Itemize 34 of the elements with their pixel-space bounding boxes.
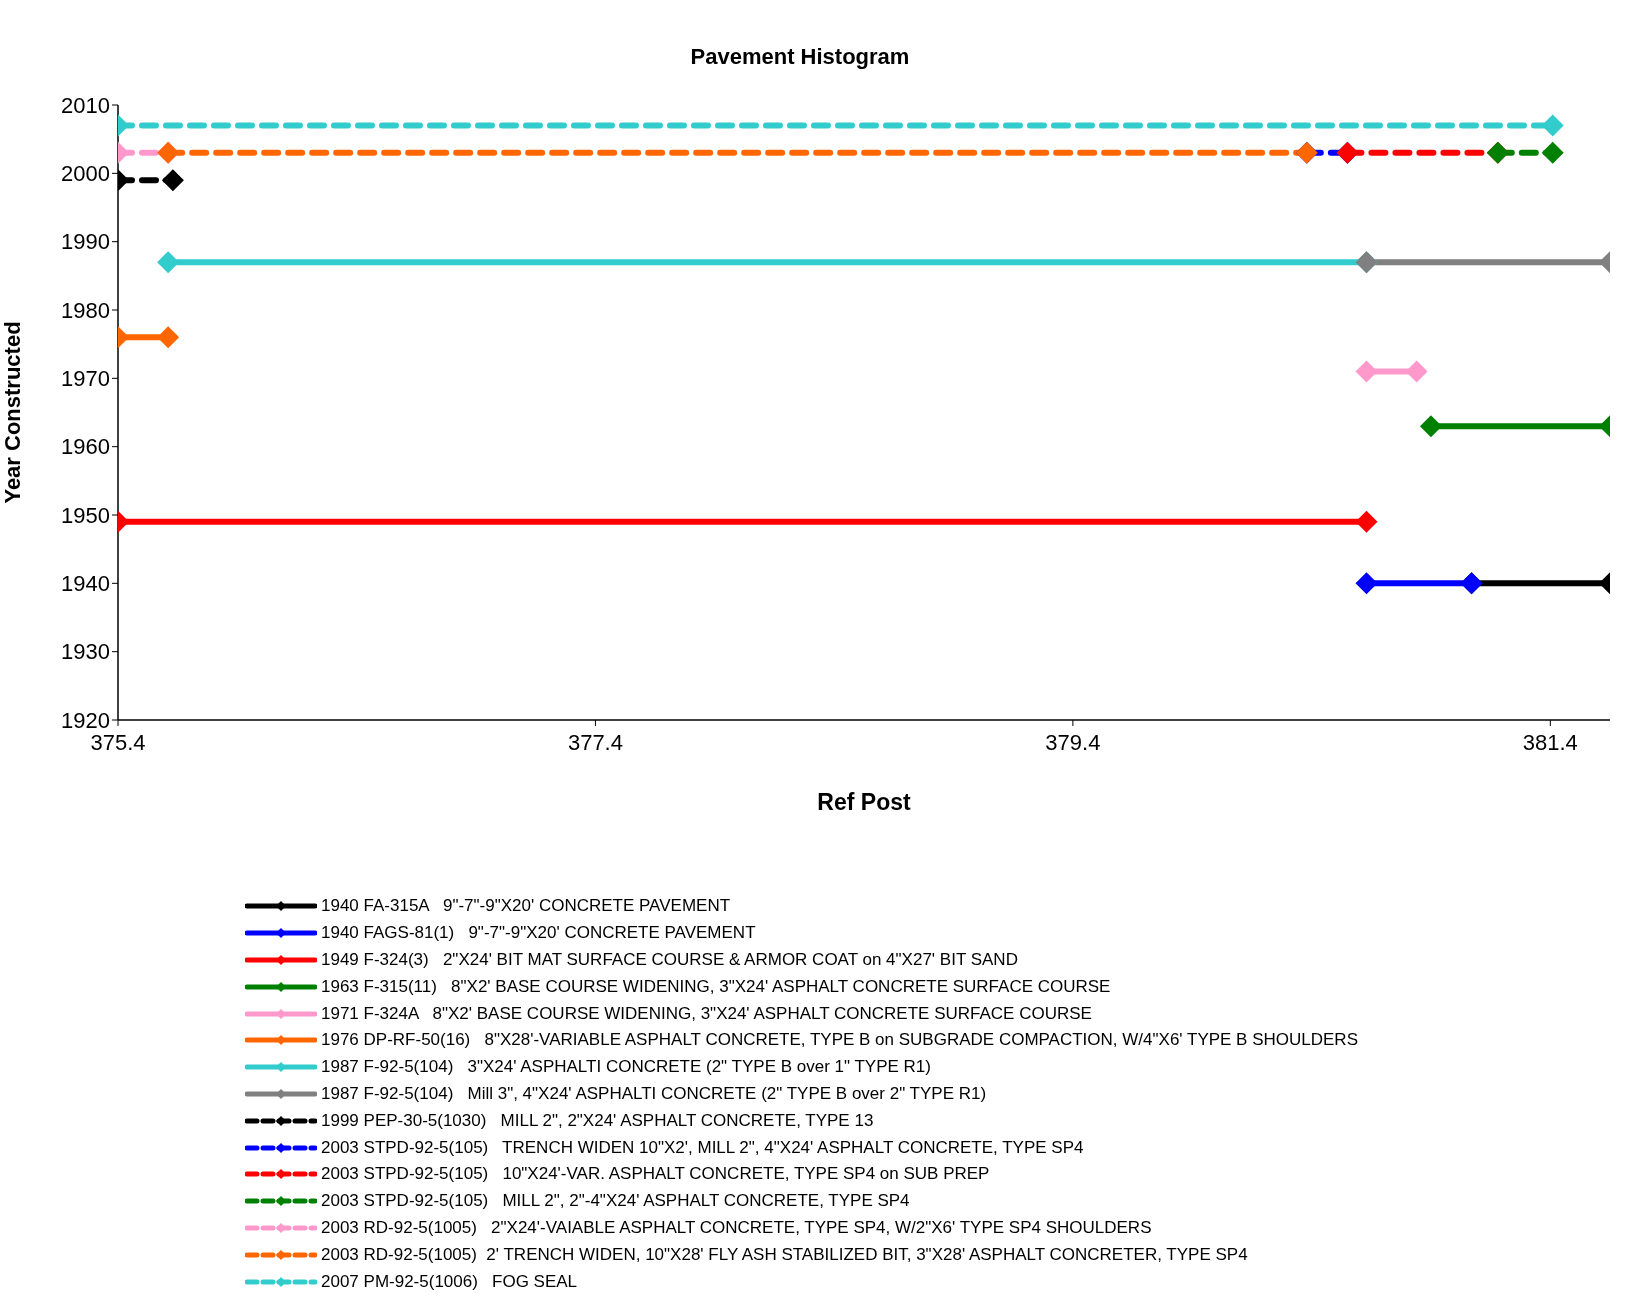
legend-label: 1987 F-92-5(104) 3"X24' ASPHALTI CONCRETE (2" TYPE B over 1" TYPE R1) [321, 1057, 931, 1078]
legend-label: 2007 PM-92-5(1006) FOG SEAL [321, 1271, 578, 1292]
y-tick-label: 2010 [61, 92, 110, 118]
legend-label: 1999 PEP-30-5(1030) MILL 2", 2"X24' ASPHALT CONCRETE, TYPE 13 [321, 1110, 874, 1131]
point [1541, 141, 1564, 164]
y-tick-label: 1990 [61, 229, 110, 255]
legend-label: 1940 FAGS-81(1) 9"-7"-9"X20' CONCRETE PAVEMENT [321, 923, 756, 944]
legend-label: 1976 DP-RF-50(16) 8"X28'-VARIABLE ASPHALT CONCRETE, TYPE B on SUBGRADE COMPACTION, W/4"X6' TYPE B SHOULDERS [321, 1030, 1358, 1051]
legend-label: 2003 STPD-92-5(105) MILL 2", 2"-4"X24' ASPHALT CONCRETE, TYPE SP4 [321, 1191, 910, 1212]
point [1355, 572, 1378, 595]
y-tick-label: 1960 [61, 434, 110, 460]
legend-label: 1987 F-92-5(104) Mill 3", 4"X24' ASPHALTI CONCRETE (2" TYPE B over 2" TYPE R1) [321, 1083, 987, 1104]
legend-label: 1963 F-315(11) 8"X2' BASE COURSE WIDENING, 3"X24' ASPHALT CONCRETE SURFACE COURSE [321, 976, 1111, 997]
y-tick-label: 1950 [61, 502, 110, 528]
point [1355, 360, 1378, 383]
y-tick-label: 1940 [61, 571, 110, 597]
legend-label: 2003 RD-92-5(1005) 2"X24'-VAIABLE ASPHALT CONCRETE, TYPE SP4, W/2"X6' TYPE SP4 SHOULDERS [321, 1217, 1152, 1238]
chart-title: Pavement Histogram [690, 44, 910, 69]
y-tick-label: 1930 [61, 639, 110, 665]
legend-label: 1949 F-324(3) 2"X24' BIT MAT SURFACE COURSE & ARMOR COAT on 4"X27' BIT SAND [321, 949, 1018, 970]
legend-label: 1940 FA-315A 9"-7"-9"X20' CONCRETE PAVEMENT [321, 896, 731, 917]
point [1405, 360, 1428, 383]
x-tick-label: 377.4 [567, 729, 623, 755]
legend-label: 2003 RD-92-5(1005) 2' TRENCH WIDEN, 10"X28' FLY ASH STABILIZED BIT, 3"X28' ASPHALT CONCRETER, TYPE SP4 [321, 1244, 1248, 1265]
y-tick-label: 2000 [61, 161, 110, 187]
y-axis-title: Year Constructed [0, 321, 25, 504]
y-tick-label: 1980 [61, 297, 110, 323]
legend-label: 2003 STPD-92-5(105) TRENCH WIDEN 10"X2', MILL 2", 4"X24' ASPHALT CONCRETE, TYPE SP4 [321, 1137, 1084, 1158]
x-axis-title: Ref Post [817, 789, 911, 815]
x-tick-label: 379.4 [1045, 729, 1101, 755]
legend-label: 2003 STPD-92-5(105) 10"X24'-VAR. ASPHALT CONCRETE, TYPE SP4 on SUB PREP [321, 1164, 990, 1185]
x-tick-label: 381.4 [1522, 729, 1578, 755]
y-tick-label: 1970 [61, 366, 110, 392]
legend-label: 1971 F-324A 8"X2' BASE COURSE WIDENING, 3"X24' ASPHALT CONCRETE SURFACE COURSE [321, 1003, 1092, 1024]
